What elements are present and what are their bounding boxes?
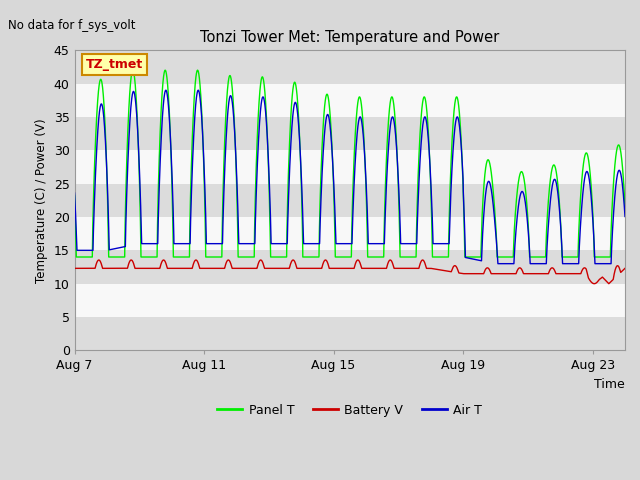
Bar	[74, 284, 625, 317]
Bar	[74, 50, 625, 84]
Bar	[74, 150, 625, 184]
Title: Tonzi Tower Met: Temperature and Power: Tonzi Tower Met: Temperature and Power	[200, 30, 499, 45]
Bar	[74, 251, 625, 284]
X-axis label: Time: Time	[595, 378, 625, 391]
Text: No data for f_sys_volt: No data for f_sys_volt	[8, 19, 136, 32]
Text: TZ_tmet: TZ_tmet	[86, 58, 143, 71]
Bar	[74, 217, 625, 251]
Bar	[74, 84, 625, 117]
Bar	[74, 317, 625, 350]
Y-axis label: Temperature (C) / Power (V): Temperature (C) / Power (V)	[35, 118, 48, 283]
Bar	[74, 117, 625, 150]
Legend: Panel T, Battery V, Air T: Panel T, Battery V, Air T	[212, 399, 487, 422]
Bar	[74, 184, 625, 217]
